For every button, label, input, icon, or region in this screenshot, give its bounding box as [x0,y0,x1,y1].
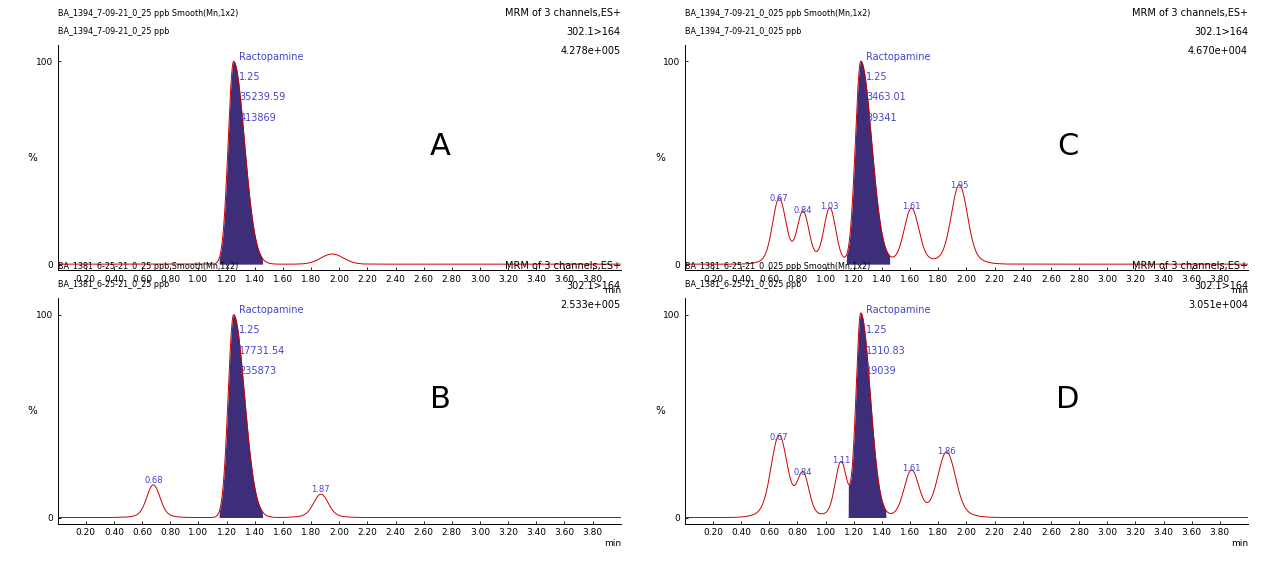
Text: 1310.83: 1310.83 [867,346,906,356]
Text: 0.67: 0.67 [769,194,788,203]
Y-axis label: %: % [28,406,37,416]
Y-axis label: %: % [28,153,37,163]
Text: MRM of 3 channels,ES+: MRM of 3 channels,ES+ [504,261,621,271]
Text: 1.25: 1.25 [239,325,261,336]
Text: 35239.59: 35239.59 [239,92,285,102]
Y-axis label: %: % [655,406,664,416]
Text: min: min [604,286,621,295]
Text: 39341: 39341 [867,113,897,123]
Text: 302.1>164: 302.1>164 [1194,27,1248,37]
Text: 1.25: 1.25 [239,72,261,82]
Text: 0.68: 0.68 [145,476,163,485]
Text: 1.95: 1.95 [950,181,969,190]
Text: 3.051e+004: 3.051e+004 [1188,300,1248,310]
Text: 302.1>164: 302.1>164 [1194,280,1248,291]
Text: BA_1394_7-09-21_0_25 ppb: BA_1394_7-09-21_0_25 ppb [58,27,169,36]
Text: 1.61: 1.61 [902,464,920,473]
Y-axis label: %: % [655,153,664,163]
Text: MRM of 3 channels,ES+: MRM of 3 channels,ES+ [1132,261,1248,271]
Text: 0.84: 0.84 [794,468,813,477]
Text: MRM of 3 channels,ES+: MRM of 3 channels,ES+ [1132,8,1248,18]
Text: 302.1>164: 302.1>164 [567,27,621,37]
Text: BA_1381_6-25-21_0_025 ppb: BA_1381_6-25-21_0_025 ppb [685,280,801,289]
Text: BA_1381_6-25-21_0_025 ppb Smooth(Mn,1x2): BA_1381_6-25-21_0_025 ppb Smooth(Mn,1x2) [685,262,870,271]
Text: C: C [1057,132,1079,161]
Text: 1.11: 1.11 [832,455,850,464]
Text: BA_1394_7-09-21_0_025 ppb Smooth(Mn,1x2): BA_1394_7-09-21_0_025 ppb Smooth(Mn,1x2) [685,9,870,18]
Text: D: D [1056,385,1079,414]
Text: 413869: 413869 [239,113,276,123]
Text: Ractopamine: Ractopamine [867,305,931,315]
Text: 0.84: 0.84 [794,207,813,216]
Text: 1.03: 1.03 [820,202,840,211]
Text: 2.533e+005: 2.533e+005 [561,300,621,310]
Text: 4.670e+004: 4.670e+004 [1188,46,1248,56]
Text: 1.87: 1.87 [311,485,330,494]
Text: Ractopamine: Ractopamine [239,305,303,315]
Text: B: B [430,385,451,414]
Text: 235873: 235873 [239,366,276,376]
Text: MRM of 3 channels,ES+: MRM of 3 channels,ES+ [504,8,621,18]
Text: BA_1381_6-25-21_0_25 ppb: BA_1381_6-25-21_0_25 ppb [58,280,169,289]
Text: BA_1381_6-25-21_0_25 ppb Smooth(Mn,1x2): BA_1381_6-25-21_0_25 ppb Smooth(Mn,1x2) [58,262,238,271]
Text: BA_1394_7-09-21_0_25 ppb Smooth(Mn,1x2): BA_1394_7-09-21_0_25 ppb Smooth(Mn,1x2) [58,9,238,18]
Text: min: min [604,539,621,548]
Text: Ractopamine: Ractopamine [867,52,931,62]
Text: 302.1>164: 302.1>164 [567,280,621,291]
Text: min: min [1231,539,1248,548]
Text: BA_1394_7-09-21_0_025 ppb: BA_1394_7-09-21_0_025 ppb [685,27,801,36]
Text: 1.61: 1.61 [902,202,920,211]
Text: 3463.01: 3463.01 [867,92,906,102]
Text: Ractopamine: Ractopamine [239,52,303,62]
Text: min: min [1231,286,1248,295]
Text: 19039: 19039 [867,366,897,376]
Text: 17731.54: 17731.54 [239,346,285,356]
Text: 1.25: 1.25 [867,325,888,336]
Text: 1.86: 1.86 [937,447,956,456]
Text: A: A [430,132,451,161]
Text: 4.278e+005: 4.278e+005 [561,46,621,56]
Text: 1.25: 1.25 [867,72,888,82]
Text: 0.67: 0.67 [769,432,788,441]
